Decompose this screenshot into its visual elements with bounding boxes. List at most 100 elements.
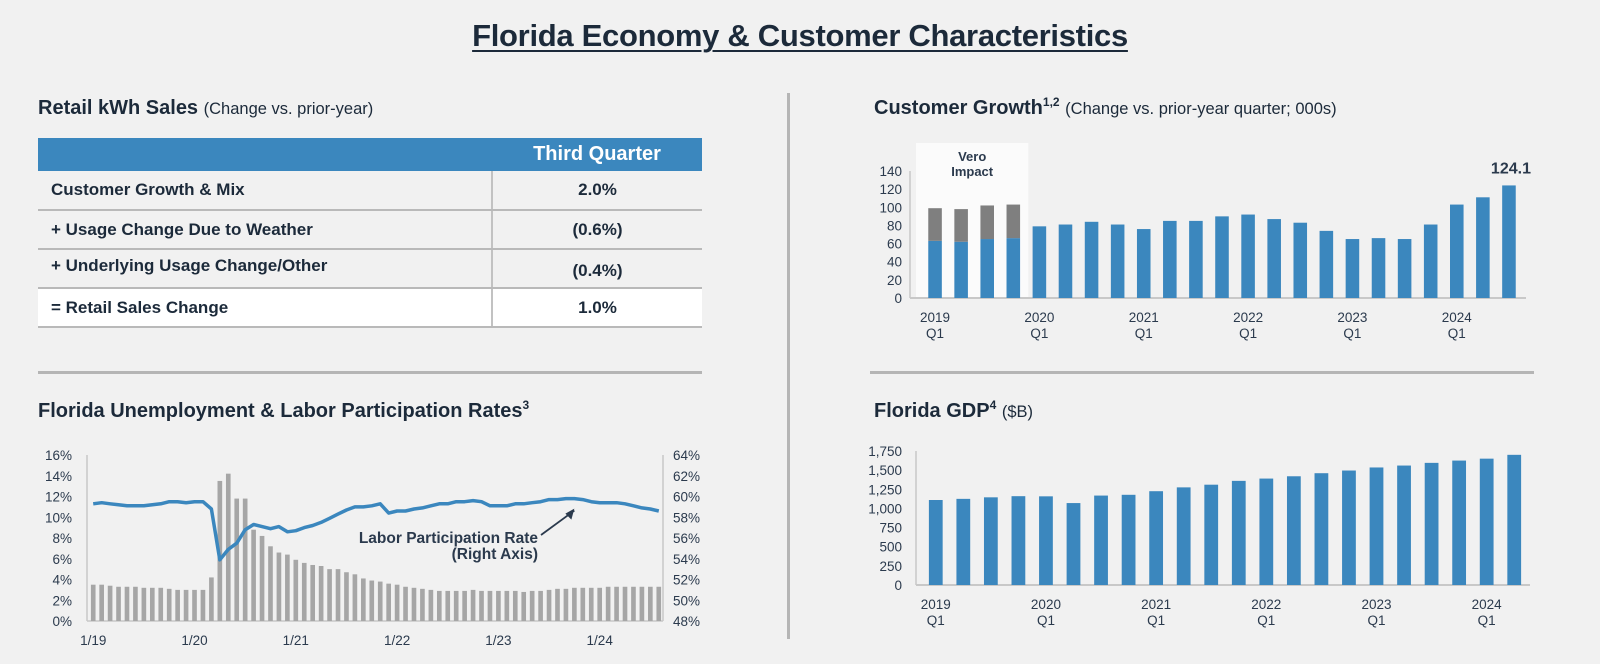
y-tick-label: 40	[887, 255, 902, 270]
left-y-tick-label: 12%	[45, 490, 72, 505]
bar-unemployment-rate	[268, 546, 273, 621]
bar-unemployment-rate	[597, 587, 603, 621]
right-y-tick-label: 60%	[673, 490, 700, 505]
bar-customer-growth	[1136, 229, 1151, 298]
row-label: + Underlying Usage Change/Other	[38, 249, 493, 289]
bar-customer-growth	[1006, 238, 1021, 298]
bar-unemployment-rate	[639, 586, 645, 621]
bar-vero-impact	[954, 209, 968, 242]
bar-unemployment-rate	[133, 586, 138, 621]
bar-unemployment-rate	[605, 586, 611, 621]
bar-customer-growth	[1397, 239, 1412, 298]
x-tick-label: 2023	[1361, 597, 1391, 612]
bar-unemployment-rate	[386, 583, 391, 621]
bar-unemployment-rate	[656, 586, 662, 621]
vero-impact-label: Vero	[958, 149, 986, 164]
bar-gdp	[1342, 470, 1356, 585]
bar-unemployment-rate	[470, 589, 476, 621]
annotation-label: Labor Participation Rate	[359, 530, 539, 547]
x-tick-label: 1/19	[80, 633, 106, 648]
table-header-third-quarter: Third Quarter	[492, 138, 702, 171]
bar-gdp	[1039, 496, 1053, 585]
gdp-chart: 02505007501,0001,2501,5001,7502019Q12020…	[868, 444, 1530, 628]
bar-customer-growth	[1293, 222, 1308, 298]
bar-unemployment-rate	[648, 586, 653, 621]
x-tick-label: Q1	[1257, 613, 1275, 628]
y-tick-label: 140	[879, 164, 902, 179]
bar-customer-growth	[1502, 185, 1516, 298]
y-tick-label: 80	[887, 218, 902, 233]
right-y-tick-label: 52%	[673, 573, 700, 588]
bar-customer-growth	[1371, 238, 1386, 298]
bar-unemployment-rate	[546, 589, 552, 621]
bar-gdp	[1259, 478, 1274, 585]
x-tick-label: 2023	[1337, 310, 1367, 325]
bar-unemployment-rate	[327, 569, 332, 621]
left-y-tick-label: 10%	[45, 510, 72, 525]
x-tick-label: 2019	[921, 597, 951, 612]
bar-unemployment-rate	[580, 587, 586, 621]
unemployment-chart: 0% 2% 4% 6% 8% 10% 12% 14% 16% 48% 50% 52% 54% 56% 58%…	[45, 448, 700, 648]
line-labor-participation	[92, 496, 660, 562]
page-title: Florida Economy & Customer Characteristi…	[472, 18, 1128, 53]
retail-kwh-table: Third Quarter Customer Growth & Mix 2.0%…	[38, 138, 702, 328]
bar-unemployment-rate	[276, 552, 282, 621]
unemployment-title: Florida Unemployment & Labor Participati…	[38, 398, 530, 422]
bar-gdp	[956, 498, 971, 585]
y-tick-label: 1,500	[868, 463, 902, 478]
x-tick-label: Q1	[927, 613, 945, 628]
table-row-total: = Retail Sales Change 1.0%	[38, 288, 702, 328]
bar-gdp	[1121, 494, 1136, 585]
x-tick-label: 2024	[1472, 597, 1503, 612]
x-tick-label: Q1	[1147, 613, 1165, 628]
x-tick-label: 1/21	[283, 633, 309, 648]
bar-unemployment-rate	[555, 588, 560, 621]
y-tick-label: 20	[887, 273, 902, 288]
y-tick-label: 0	[894, 578, 902, 593]
left-y-tick-label: 2%	[52, 593, 72, 608]
bar-customer-growth	[1058, 224, 1073, 298]
bar-unemployment-rate	[614, 586, 619, 621]
bar-customer-growth	[1084, 221, 1099, 298]
y-tick-label: 750	[879, 521, 902, 536]
bar-customer-growth	[1032, 226, 1047, 298]
x-tick-label: 1/20	[181, 633, 207, 648]
annotation-arrowhead	[565, 508, 575, 520]
gdp-title: Florida GDP4 ($B)	[874, 398, 1033, 422]
bar-gdp	[1314, 473, 1329, 585]
row-label: Customer Growth & Mix	[38, 171, 493, 211]
bar-vero-impact	[980, 205, 994, 240]
bar-unemployment-rate	[538, 590, 543, 621]
left-y-tick-label: 14%	[45, 469, 72, 484]
x-tick-label: 2024	[1442, 310, 1473, 325]
bar-customer-growth	[1345, 239, 1360, 298]
bar-unemployment-rate	[166, 588, 172, 621]
bar-unemployment-rate	[141, 587, 147, 621]
bar-customer-growth	[1423, 224, 1438, 298]
bar-unemployment-rate	[293, 559, 299, 621]
bar-gdp	[1204, 484, 1219, 585]
row-value: (0.6%)	[492, 210, 702, 250]
bar-unemployment-rate	[462, 590, 467, 621]
bar-unemployment-rate	[369, 580, 375, 621]
right-y-tick-label: 62%	[673, 469, 700, 484]
bar-unemployment-rate	[192, 589, 197, 621]
bar-customer-growth	[928, 240, 942, 298]
row-label: + Usage Change Due to Weather	[38, 210, 493, 250]
bar-customer-growth	[954, 241, 968, 298]
x-tick-label: 2019	[920, 310, 950, 325]
right-y-tick-label: 64%	[673, 448, 700, 463]
bar-unemployment-rate	[521, 591, 527, 621]
x-tick-label: 2021	[1141, 597, 1171, 612]
bar-unemployment-rate	[285, 554, 290, 621]
bar-customer-growth	[1267, 219, 1281, 298]
bar-unemployment-rate	[394, 584, 400, 621]
bar-customer-growth	[1241, 214, 1255, 298]
x-tick-label: 1/22	[384, 633, 410, 648]
bar-vero-impact	[928, 208, 942, 241]
bar-unemployment-rate	[622, 586, 628, 621]
row-value: (0.4%)	[492, 249, 702, 289]
table-header-blank	[38, 138, 492, 171]
bar-unemployment-rate	[242, 498, 248, 621]
